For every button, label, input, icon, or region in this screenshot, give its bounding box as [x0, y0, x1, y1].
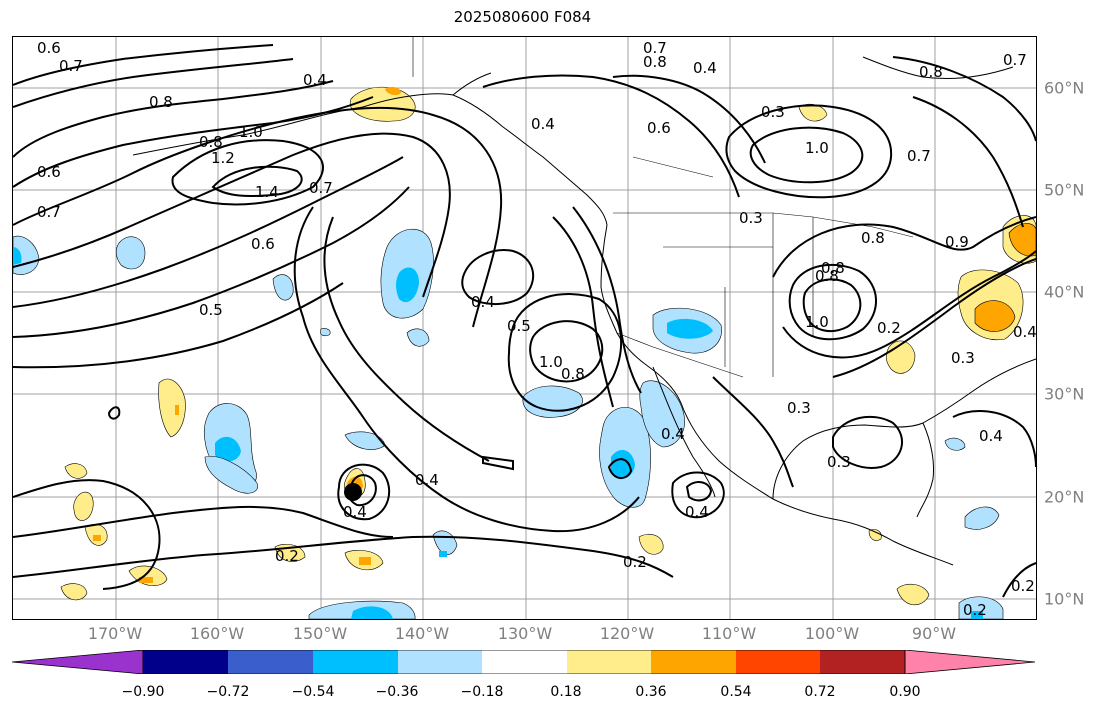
negative-shading: [13, 228, 1004, 619]
graticule: [13, 37, 1036, 619]
contour-label: 0.7: [643, 39, 667, 57]
longitude-label: 170°W: [87, 624, 143, 643]
colorbar-tick-label: 0.72: [804, 684, 836, 700]
colorbar-extend-max: [904, 650, 1035, 674]
map-panel: 0.6 0.7 0.8 1.0 1.2 1.4 0.6 0.7 0.5 0.4 …: [12, 36, 1037, 620]
contour-label: 0.2: [963, 601, 987, 619]
contour-label: 1.0: [539, 353, 563, 371]
colorbar: [12, 650, 1035, 674]
latitude-label: 40°N: [1044, 282, 1085, 302]
contour-label: 0.5: [199, 301, 223, 319]
contour-label: 0.3: [787, 399, 811, 417]
contour-label: 0.9: [945, 233, 969, 251]
contour-label: 0.4: [531, 115, 555, 133]
storm-center-marker: [344, 483, 362, 501]
contour-label: 0.4: [661, 425, 685, 443]
colorbar-tick-label: −0.90: [121, 684, 165, 700]
longitude-label: 100°W: [804, 624, 860, 643]
contour-label: 0.2: [1011, 577, 1035, 595]
contour-label: 0.6: [37, 39, 61, 57]
map-title: 2025080600 F084: [453, 8, 592, 26]
contour-label: 0.8: [821, 259, 845, 277]
longitude-label: 110°W: [701, 624, 757, 643]
colorbar-segment: [313, 650, 398, 674]
colorbar-segment: [651, 650, 736, 674]
colorbar-tick-label: 0.90: [889, 684, 921, 700]
contour-label: 0.6: [251, 235, 275, 253]
contour-label-group: 0.6 0.7 0.8 1.0 1.2 1.4 0.6 0.7 0.5 0.4 …: [37, 39, 1036, 619]
colorbar-tick-label: −0.72: [206, 684, 250, 700]
latitude-label: 60°N: [1044, 78, 1085, 98]
contour-label: 0.2: [275, 547, 299, 565]
contour-label: 0.3: [761, 103, 785, 121]
contour-label: 0.4: [471, 293, 495, 311]
contour-label: 0.8: [149, 93, 173, 111]
contour-label: 1.0: [239, 123, 263, 141]
contours: [13, 44, 1036, 598]
contour-label: 1.2: [211, 149, 235, 167]
colorbar-tick-label: −0.18: [460, 684, 504, 700]
colorbar-segment: [736, 650, 820, 674]
colorbar-tick-label: 0.36: [635, 684, 667, 700]
contour-label: 1.0: [805, 313, 829, 331]
colorbar-segment: [567, 650, 651, 674]
contour-label: 0.8: [643, 53, 667, 71]
colorbar-segment: [482, 650, 567, 674]
contour-label: 0.4: [343, 503, 367, 521]
longitude-label: 90°W: [911, 624, 957, 643]
contour-label: 0.8: [919, 63, 943, 81]
contour-label: 0.5: [507, 317, 531, 335]
colorbar-tick-label: −0.54: [291, 684, 335, 700]
latitude-label: 50°N: [1044, 180, 1085, 200]
longitude-label: 150°W: [292, 624, 348, 643]
contour-label: 0.2: [623, 553, 647, 571]
contour-label: 0.3: [951, 349, 975, 367]
contour-label: 0.6: [647, 119, 671, 137]
colorbar-tick-label: 0.54: [720, 684, 752, 700]
contour-label: 0.2: [877, 319, 901, 337]
contour-label: 0.4: [979, 427, 1003, 445]
contour-label: 0.8: [815, 267, 839, 285]
longitude-label: 120°W: [599, 624, 655, 643]
coastlines: [132, 56, 1036, 566]
contour-label: 0.4: [415, 471, 439, 489]
contour-label: 0.8: [561, 365, 585, 383]
contour-label: 0.7: [907, 147, 931, 165]
latitude-label: 10°N: [1044, 589, 1085, 609]
colorbar-segment: [820, 650, 905, 674]
longitude-label: 130°W: [497, 624, 553, 643]
map-canvas: 0.6 0.7 0.8 1.0 1.2 1.4 0.6 0.7 0.5 0.4 …: [13, 37, 1036, 619]
contour-label: 0.8: [861, 229, 885, 247]
longitude-label: 160°W: [189, 624, 245, 643]
contour-label: 0.7: [59, 57, 83, 75]
contour-label: 0.3: [827, 453, 851, 471]
colorbar-extend-min: [12, 650, 144, 674]
contour-label: 0.4: [685, 503, 709, 521]
contour-label: 0.4: [693, 59, 717, 77]
longitude-label: 140°W: [394, 624, 450, 643]
colorbar-tick-label: −0.36: [375, 684, 419, 700]
contour-label: 0.4: [303, 71, 327, 89]
contour-label: 0.8: [199, 133, 223, 151]
latitude-label: 20°N: [1044, 487, 1085, 507]
contour-label: 0.3: [739, 209, 763, 227]
colorbar-segment: [143, 650, 228, 674]
colorbar-tick-label: 0.18: [550, 684, 582, 700]
contour-label: 1.4: [255, 183, 279, 201]
contour-label: 0.7: [1003, 51, 1027, 69]
contour-label: 0.7: [309, 179, 333, 197]
contour-label: 1.0: [805, 139, 829, 157]
contour-label: 0.7: [37, 203, 61, 221]
colorbar-segment: [398, 650, 482, 674]
contour-label: 0.4: [1013, 323, 1036, 341]
contour-label: 0.6: [37, 163, 61, 181]
colorbar-segment: [228, 650, 313, 674]
latitude-label: 30°N: [1044, 384, 1085, 404]
